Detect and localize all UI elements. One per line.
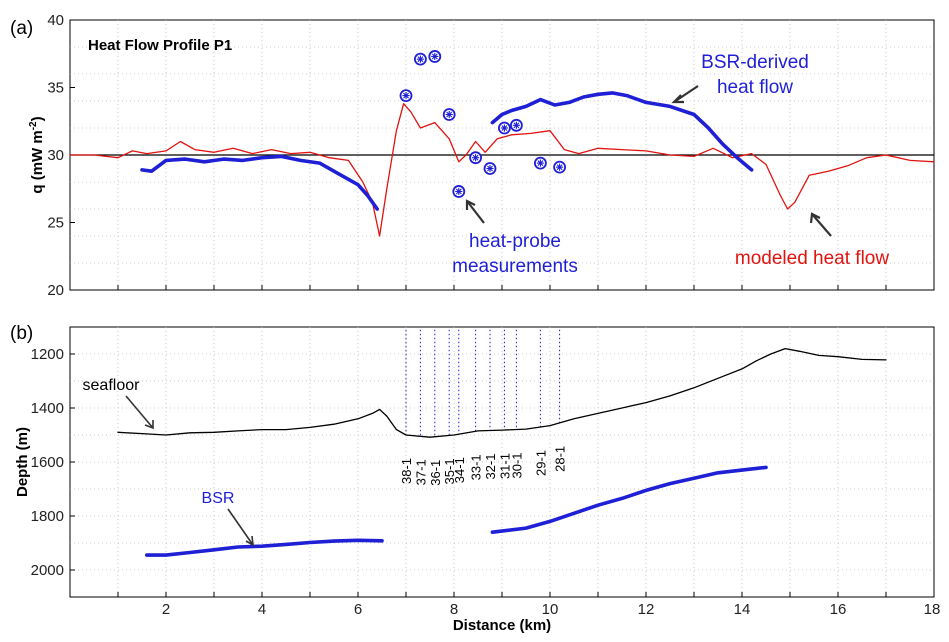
panel-a-y-ticks: 20 25 30 35 40 xyxy=(47,12,75,299)
y-tick-label: 1200 xyxy=(31,346,64,363)
y-tick-label: 35 xyxy=(47,80,64,97)
x-tick-label: 4 xyxy=(258,601,266,618)
heat-probe-point xyxy=(442,108,456,121)
station-label: 38-1 xyxy=(399,458,414,484)
seafloor-annotation: seafloor xyxy=(83,377,141,394)
station-label: 32-1 xyxy=(483,454,498,480)
heat-probe-asterisk-stroke xyxy=(431,53,438,60)
heat-probe-point xyxy=(469,151,483,165)
x-tick-label: 8 xyxy=(450,601,458,618)
bsr-derived-heat-flow-west-line xyxy=(140,154,380,211)
station-label: 37-1 xyxy=(413,459,428,485)
heat-probe-point xyxy=(534,156,547,170)
y-tick-label: 1800 xyxy=(31,508,64,525)
x-tick-label: 6 xyxy=(354,601,362,618)
panel-b-series xyxy=(117,347,887,557)
station-label: 31-1 xyxy=(497,453,512,479)
arrowhead-seafloor xyxy=(144,420,154,430)
heat-probe-point xyxy=(553,160,566,174)
heat-probe-point xyxy=(428,50,442,63)
panel-b: 1200 1400 1600 1800 2000 2 4 6 8 10 12 14 16 18 38-1… xyxy=(10,323,940,634)
arrow-modeled-heat-flow xyxy=(811,213,832,237)
arrowhead-bsr xyxy=(245,535,254,547)
heat-probe-asterisk-stroke xyxy=(487,165,493,172)
heat-probe-asterisk-stroke xyxy=(537,160,544,167)
bsr-heat-flow-annotation-line2: heat flow xyxy=(717,77,793,98)
annotation-arrows-b xyxy=(125,395,254,547)
heat-probe-annotation-line2: measurements xyxy=(452,256,578,277)
heat-probe-point xyxy=(399,89,413,102)
bsr-derived-heat-flow-east-line xyxy=(490,91,754,172)
bsr-west-line xyxy=(145,538,384,557)
station-label: 28-1 xyxy=(553,446,568,472)
panel-b-y-label: Depth (m) xyxy=(14,427,31,497)
panel-a-label: (a) xyxy=(10,18,33,39)
heat-probe-point xyxy=(483,162,497,175)
panel-b-label: (b) xyxy=(10,323,33,344)
annotation-arrows-a xyxy=(465,85,832,237)
heat-probe-asterisk-stroke xyxy=(446,111,453,118)
arrowhead-bsr-heat-flow xyxy=(671,94,684,104)
heat-probe-point xyxy=(413,52,427,66)
heat-probe-asterisk-stroke xyxy=(403,92,409,99)
station-label: 34-1 xyxy=(452,457,467,483)
y-tick-label: 30 xyxy=(47,147,64,164)
bsr-east-line xyxy=(490,465,768,535)
heat-probe-point xyxy=(452,185,466,198)
heat-probe-asterisk-stroke xyxy=(472,154,479,161)
y-tick-label: 1400 xyxy=(31,400,64,417)
x-tick-label: 14 xyxy=(734,601,751,618)
panel-a-series xyxy=(69,91,935,237)
station-label: 36-1 xyxy=(428,460,443,486)
panel-b-x-ticks: 2 4 6 8 10 12 14 16 18 xyxy=(117,592,941,618)
x-tick-label: 12 xyxy=(638,601,655,618)
panel-a-x-ticks xyxy=(117,285,887,290)
bsr-heat-flow-annotation-line1: BSR-derived xyxy=(701,52,809,73)
arrowhead-heat-probe xyxy=(465,199,476,210)
seafloor-line xyxy=(117,347,887,438)
arrow-seafloor xyxy=(125,395,154,429)
heat-probe-asterisk-stroke xyxy=(501,125,508,131)
arrow-heat-probe xyxy=(466,200,485,224)
x-tick-label: 2 xyxy=(162,601,170,618)
station-label: 30-1 xyxy=(509,452,524,478)
bsr-annotation: BSR xyxy=(202,490,235,507)
y-tick-label: 20 xyxy=(47,282,64,299)
y-tick-label: 40 xyxy=(47,12,64,29)
heat-probe-asterisk-stroke xyxy=(417,56,424,63)
heat-probe-annotation-line1: heat-probe xyxy=(469,231,561,252)
station-labels: 38-1 37-1 36-1 35-134-1 33-1 32-1 31-130-1 29-1… xyxy=(399,446,568,486)
heat-probe-markers xyxy=(399,50,566,198)
modeled-heat-flow-line xyxy=(69,103,935,237)
modeled-heat-flow-annotation: modeled heat flow xyxy=(735,248,889,269)
arrow-bsr xyxy=(227,508,254,546)
x-tick-label: 16 xyxy=(830,601,847,618)
heat-probe-point xyxy=(497,121,511,135)
y-tick-label: 25 xyxy=(47,215,64,232)
panel-a-y-label: q (mW m-2) xyxy=(28,116,46,193)
panel-a: 20 25 30 35 40 (a) Heat Flow Profile P1 q (m… xyxy=(10,12,935,299)
panel-b-y-ticks: 1200 1400 1600 1800 2000 xyxy=(31,346,75,579)
heat-probe-point xyxy=(510,118,523,132)
arrowhead-modeled-heat-flow xyxy=(809,212,821,224)
station-label: 29-1 xyxy=(533,450,548,476)
x-tick-label: 10 xyxy=(542,601,559,618)
chart-title: Heat Flow Profile P1 xyxy=(88,37,232,54)
x-axis-label: Distance (km) xyxy=(453,617,551,634)
heat-probe-asterisk-stroke xyxy=(556,164,563,171)
station-label: 33-1 xyxy=(469,454,484,480)
station-lines xyxy=(405,329,561,437)
y-tick-label: 2000 xyxy=(31,562,64,579)
x-tick-label: 18 xyxy=(924,601,941,618)
station-label: 35-1 xyxy=(442,458,457,484)
heat-probe-asterisk-stroke xyxy=(455,188,462,195)
heat-probe-asterisk-stroke xyxy=(513,122,520,129)
panel-b-grid xyxy=(70,327,934,597)
y-tick-label: 1600 xyxy=(31,454,64,471)
